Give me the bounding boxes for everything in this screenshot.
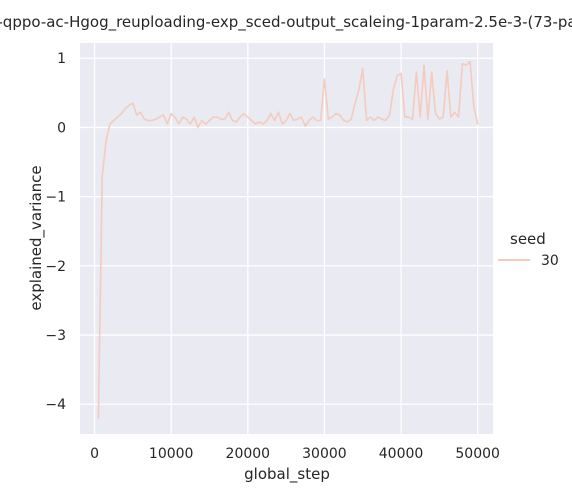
x-tick-label: 40000 [379, 446, 424, 462]
x-tick-label: 10000 [149, 446, 194, 462]
x-tick-labels: 0 10000 20000 30000 40000 50000 [90, 446, 500, 462]
y-tick-label: 0 [57, 120, 66, 136]
y-tick-label: −3 [45, 328, 66, 344]
x-tick-label: 50000 [455, 446, 500, 462]
x-tick-label: 30000 [302, 446, 347, 462]
x-axis-label: global_step [244, 465, 330, 484]
legend-title: seed [510, 230, 546, 248]
legend: seed 30 [498, 230, 559, 269]
y-tick-labels: −4 −3 −2 −1 0 1 [45, 51, 66, 413]
y-axis-label: explained_variance [27, 165, 46, 310]
series-line-30 [97, 60, 479, 419]
x-tick-label: 0 [90, 446, 99, 462]
series-lines [97, 60, 479, 419]
y-tick-label: −1 [45, 190, 66, 206]
y-tick-label: 1 [57, 51, 66, 67]
grid-lines [80, 43, 493, 434]
plot-background [80, 43, 493, 434]
y-tick-label: −4 [45, 397, 66, 413]
chart-title: -qppo-ac-Hgog_reuploading-exp_sced-outpu… [0, 13, 572, 32]
legend-entry-30: 30 [541, 253, 559, 269]
y-tick-label: −2 [45, 259, 66, 275]
x-tick-label: 20000 [226, 446, 271, 462]
